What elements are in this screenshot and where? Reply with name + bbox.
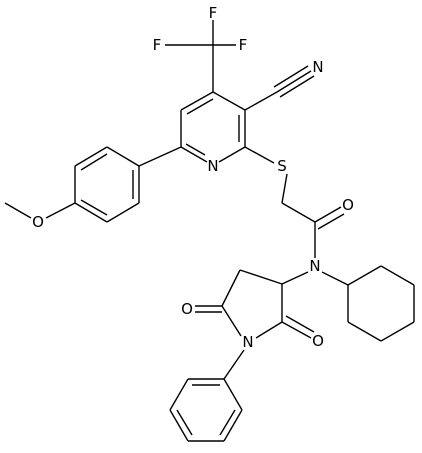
atom-label: O (312, 332, 324, 350)
atom-label: N (242, 333, 253, 351)
atom-labels: F F F N N S O N O O O N (32, 4, 354, 351)
atom-label: N (309, 257, 320, 275)
atom-label: S (277, 157, 287, 175)
atom-label: N (312, 58, 323, 76)
atom-label: O (181, 300, 193, 318)
atom-label: O (342, 196, 354, 214)
atom-label: F (153, 36, 162, 54)
atom-label: N (207, 157, 218, 175)
bonds (4, 20, 415, 442)
atom-label: O (32, 213, 44, 231)
atom-label: F (209, 4, 218, 22)
atom-label: F (239, 36, 248, 54)
